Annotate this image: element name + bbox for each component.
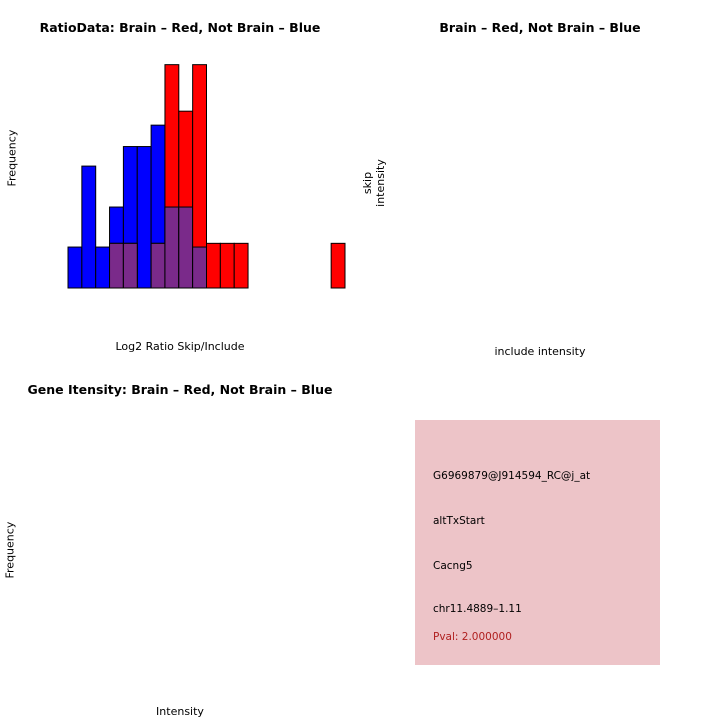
scatter-svg [360,0,720,360]
gene-histogram-panel: Gene Itensity: Brain – Red, Not Brain – … [0,360,360,720]
ratio-bar-brain [330,242,346,289]
ratio-bar-not-brain [81,165,97,289]
locus-text: chr11.4889–1.11 [433,603,522,615]
ratio-bar-brain [206,242,221,289]
ratio-bar-overlap [109,242,124,289]
scatter-panel: Brain – Red, Not Brain – Blue skip inten… [360,0,720,360]
ratio-bar-overlap [178,206,194,289]
ratio-bar-not-brain [95,246,111,289]
ratio-bar-overlap [122,242,138,289]
ratio-bar-not-brain [136,146,152,289]
ratio-bar-brain [219,242,235,289]
ratio-histogram-title: RatioData: Brain – Red, Not Brain – Blue [39,20,321,35]
pval-text: Pval: 2.000000 [433,631,512,643]
gene-info-panel: G6969879@J914594_RC@j_at altTxStart Cacn… [415,420,660,665]
gene-symbol-text: Cacng5 [433,560,473,572]
gene-histogram-svg [0,360,360,720]
ratio-bar-brain [233,242,249,289]
ratio-bar-overlap [164,206,180,289]
ratio-histogram-bars [67,64,346,289]
ratio-histogram-panel: RatioData: Brain – Red, Not Brain – Blue… [0,0,360,360]
scatter-title: Brain – Red, Not Brain – Blue [439,20,641,35]
probe-id-text: G6969879@J914594_RC@j_at [433,470,591,482]
ratio-histogram-svg [67,64,346,289]
ratio-bar-overlap [150,242,166,289]
gene-histogram-title: Gene Itensity: Brain – Red, Not Brain – … [27,382,333,397]
ratio-bar-overlap [192,246,207,289]
event-type-text: altTxStart [433,515,485,527]
ratio-bar-not-brain [67,246,83,289]
